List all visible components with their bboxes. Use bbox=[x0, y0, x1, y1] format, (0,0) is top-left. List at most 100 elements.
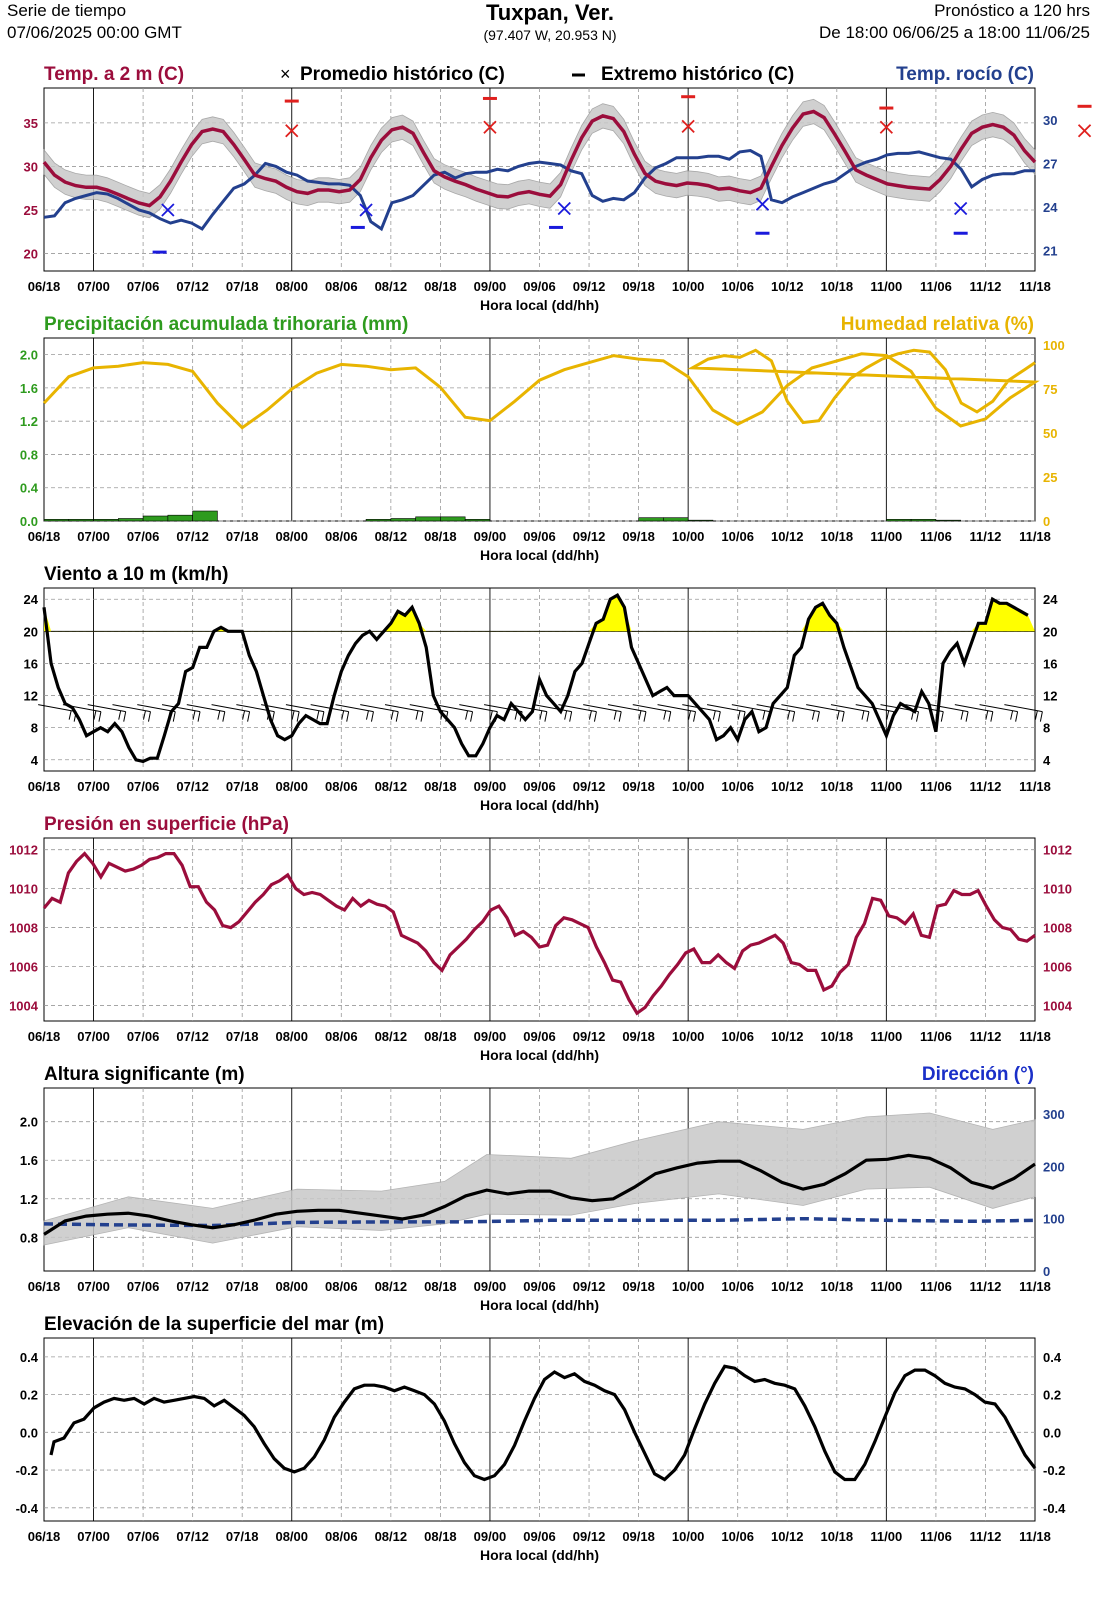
x-tick-label: 08/06 bbox=[325, 1529, 358, 1544]
precip-bar bbox=[935, 519, 961, 522]
precip-title: Precipitación acumulada trihoraria (mm) bbox=[44, 314, 408, 335]
y-tick-label-left: 1.2 bbox=[20, 1192, 38, 1207]
wind-barb-staff bbox=[583, 704, 622, 713]
x-tick-label: 07/12 bbox=[176, 1279, 209, 1294]
x-tick-label: 08/00 bbox=[275, 1529, 308, 1544]
x-tick-label: 06/18 bbox=[28, 1029, 61, 1044]
wind-barb-flag bbox=[564, 710, 568, 720]
precip-bar bbox=[68, 519, 94, 522]
wind-barb-flag bbox=[68, 710, 72, 720]
x-tick-label: 08/06 bbox=[325, 1279, 358, 1294]
x-tick-label: 09/18 bbox=[622, 279, 655, 294]
wind-barb bbox=[756, 704, 796, 722]
x-tick-label: 07/00 bbox=[77, 1029, 110, 1044]
wind-barb-flag bbox=[341, 710, 345, 720]
x-tick-label: 11/00 bbox=[870, 1279, 902, 1294]
precip-bar bbox=[93, 519, 119, 522]
x-tick-label: 11/06 bbox=[920, 1529, 952, 1544]
x-tick-label: 09/06 bbox=[523, 1529, 556, 1544]
pressure-title: Presión en superficie (hPa) bbox=[44, 814, 289, 835]
x-tick-label: 10/18 bbox=[821, 529, 854, 544]
precip-bar bbox=[390, 518, 416, 522]
x-tick-label: 07/12 bbox=[176, 279, 209, 294]
wind-barb-flag bbox=[811, 710, 815, 720]
y-tick-label-right: 4 bbox=[1043, 753, 1051, 768]
x-tick-label: 10/06 bbox=[721, 1529, 754, 1544]
x-tick-label: 11/00 bbox=[870, 779, 902, 794]
y-tick-label-left: 1.2 bbox=[20, 414, 38, 429]
wind-barb bbox=[979, 704, 1019, 722]
wind-barb bbox=[211, 704, 251, 722]
y-tick-label-left: 1004 bbox=[9, 998, 39, 1013]
precip-bar bbox=[886, 519, 912, 522]
wind-barb-staff bbox=[607, 704, 647, 713]
y-tick-label-left: 20 bbox=[24, 247, 38, 262]
y-tick-label-left: 25 bbox=[24, 203, 38, 218]
wind-barb-staff bbox=[979, 704, 1018, 713]
hist-avg-dew-marker bbox=[359, 203, 373, 217]
y-tick-label-right: 30 bbox=[1043, 113, 1057, 128]
wind-barb-staff bbox=[929, 704, 969, 713]
wind-barb-flag bbox=[965, 711, 969, 722]
x-tick-label: 07/00 bbox=[77, 529, 110, 544]
wind-barb-flag bbox=[866, 711, 870, 722]
location-title: Tuxpan, Ver. bbox=[486, 0, 614, 25]
y-tick-label-left: 20 bbox=[24, 624, 38, 639]
y-tick-label-right: 0.0 bbox=[1043, 1425, 1061, 1440]
x-tick-label: 07/00 bbox=[77, 1279, 110, 1294]
x-tick-label: 06/18 bbox=[28, 1529, 61, 1544]
hist-avg-temp-marker bbox=[483, 120, 497, 134]
x-tick-label: 09/06 bbox=[523, 779, 556, 794]
x-tick-label: 11/12 bbox=[970, 1279, 1002, 1294]
precip-bar bbox=[440, 516, 466, 522]
x-tick-label: 11/18 bbox=[1019, 779, 1051, 794]
wind-barb-staff bbox=[657, 704, 696, 713]
wind-barb-flag bbox=[291, 710, 295, 720]
wind-barb-staff bbox=[186, 704, 225, 713]
wind-barb-staff bbox=[1004, 704, 1043, 713]
dewpoint-line bbox=[43, 148, 1035, 232]
x-tick-label: 08/06 bbox=[325, 529, 358, 544]
wind-barb-staff bbox=[781, 704, 820, 713]
wind-barb-flag bbox=[663, 710, 667, 720]
y-tick-label-left: 12 bbox=[24, 689, 38, 704]
x-tick-label: 11/06 bbox=[920, 279, 952, 294]
wind-barb-staff bbox=[434, 704, 473, 713]
wind-barb bbox=[360, 704, 399, 722]
x-tick-label: 08/12 bbox=[375, 529, 408, 544]
wind-barb bbox=[533, 704, 573, 722]
y-tick-label-right: 27 bbox=[1043, 157, 1057, 172]
x-tick-label: 10/00 bbox=[672, 529, 705, 544]
wind-barb bbox=[583, 704, 622, 722]
wind-barb-staff bbox=[87, 704, 126, 713]
wind-barb-flag bbox=[990, 711, 994, 722]
x-tick-label: 10/06 bbox=[721, 279, 754, 294]
x-tick-label: 10/00 bbox=[672, 1029, 705, 1044]
x-tick-label: 11/06 bbox=[920, 1029, 952, 1044]
wind-barb-flag bbox=[787, 710, 791, 720]
wind-barb bbox=[954, 704, 994, 722]
wind-barb-flag bbox=[643, 711, 647, 722]
header-forecast-range: De 18:00 06/06/25 a 18:00 11/06/25 bbox=[819, 23, 1090, 42]
wind-barb-flag bbox=[415, 710, 419, 720]
hist-avg-temp-marker bbox=[681, 119, 695, 133]
x-axis-label: Hora local (dd/hh) bbox=[480, 297, 599, 313]
y-tick-label-right: 200 bbox=[1043, 1159, 1065, 1174]
x-tick-label: 09/18 bbox=[622, 1529, 655, 1544]
wind-barb-flag bbox=[197, 711, 201, 722]
precip-bar bbox=[43, 519, 70, 522]
wind-barb-flag bbox=[693, 711, 697, 722]
x-tick-label: 10/18 bbox=[821, 1529, 854, 1544]
wind-barb bbox=[657, 704, 697, 722]
x-tick-label: 11/00 bbox=[870, 1529, 902, 1544]
x-tick-label: 08/00 bbox=[275, 1029, 308, 1044]
hist-avg-dew-marker bbox=[161, 203, 175, 217]
y-tick-label-right: 1012 bbox=[1043, 843, 1072, 858]
x-tick-label: 11/18 bbox=[1019, 1029, 1051, 1044]
wind-barb-flag bbox=[1015, 711, 1019, 722]
x-tick-label: 10/18 bbox=[821, 779, 854, 794]
wind-barb-flag bbox=[593, 711, 597, 722]
pressure-line bbox=[42, 851, 1036, 1016]
wind-barb bbox=[285, 704, 325, 722]
x-tick-label: 10/12 bbox=[771, 279, 804, 294]
